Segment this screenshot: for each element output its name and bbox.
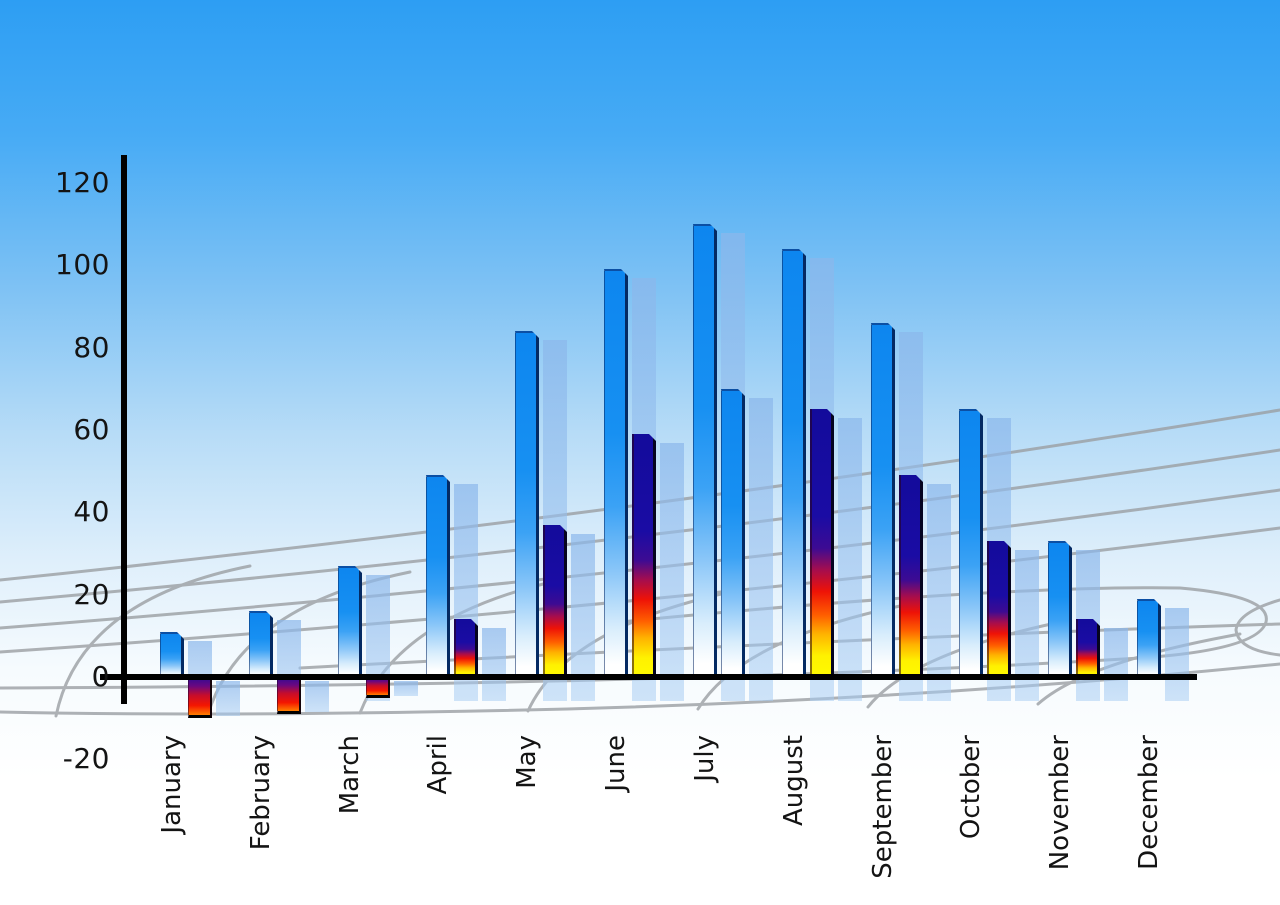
bar-august-primary: [782, 249, 806, 677]
bar-shadow-march-secondary: [394, 681, 418, 696]
x-tick-label-may: May: [512, 735, 542, 789]
x-tick-label-january: January: [157, 735, 187, 834]
bar-shadow-january-secondary: [216, 681, 240, 716]
bar-may-primary: [515, 331, 539, 677]
x-tick-label-july: July: [690, 735, 720, 782]
bar-october-primary: [959, 409, 983, 677]
x-tick-label-august: August: [779, 735, 809, 826]
x-tick-label-june: June: [601, 735, 631, 792]
y-tick-label-100: 100: [55, 248, 110, 281]
bar-july-primary: [693, 224, 717, 677]
bar-september-primary: [871, 323, 895, 677]
y-tick-label-60: 60: [73, 413, 110, 446]
bar-october-secondary: [987, 541, 1011, 677]
x-tick-label-april: April: [423, 735, 453, 795]
bar-july-secondary: [721, 389, 745, 677]
y-tick-label-40: 40: [73, 495, 110, 528]
y-axis-line: [121, 155, 127, 704]
x-axis-line: [100, 674, 1197, 680]
bar-june-primary: [604, 269, 628, 677]
bar-may-secondary: [543, 525, 567, 677]
x-tick-label-december: December: [1134, 735, 1164, 870]
bar-january-primary: [160, 632, 184, 677]
bar-shadow-june-secondary: [660, 443, 684, 701]
bar-november-primary: [1048, 541, 1072, 677]
bar-june-secondary: [632, 434, 656, 677]
bar-shadow-april-secondary: [482, 628, 506, 701]
bar-april-primary: [426, 475, 450, 677]
y-tick-label-20: 20: [73, 578, 110, 611]
bar-april-secondary: [454, 619, 478, 677]
y-tick-label--20: -20: [62, 742, 110, 775]
x-tick-label-october: October: [956, 735, 986, 840]
bar-february-primary: [249, 611, 273, 677]
bar-shadow-august-secondary: [838, 418, 862, 701]
bar-shadow-september-secondary: [927, 484, 951, 701]
bar-shadow-february-secondary: [305, 681, 329, 712]
y-tick-label-0: 0: [91, 660, 110, 693]
bar-january-secondary: [188, 677, 212, 718]
x-tick-label-february: February: [246, 735, 276, 851]
bar-december-primary: [1137, 599, 1161, 677]
x-tick-label-september: September: [868, 735, 898, 879]
x-tick-label-november: November: [1045, 735, 1075, 871]
y-tick-label-80: 80: [73, 331, 110, 364]
bar-shadow-may-secondary: [571, 534, 595, 701]
bar-february-secondary: [277, 677, 301, 714]
bar-shadow-december: [1165, 608, 1189, 701]
bar-september-secondary: [899, 475, 923, 677]
bar-march-primary: [338, 566, 362, 677]
y-tick-label-120: 120: [55, 166, 110, 199]
bar-shadow-november-secondary: [1104, 628, 1128, 701]
bar-shadow-july-secondary: [749, 398, 773, 701]
bar-march-secondary: [366, 677, 390, 698]
bar-august-secondary: [810, 409, 834, 677]
bar-november-secondary: [1076, 619, 1100, 677]
x-tick-label-march: March: [335, 735, 365, 815]
